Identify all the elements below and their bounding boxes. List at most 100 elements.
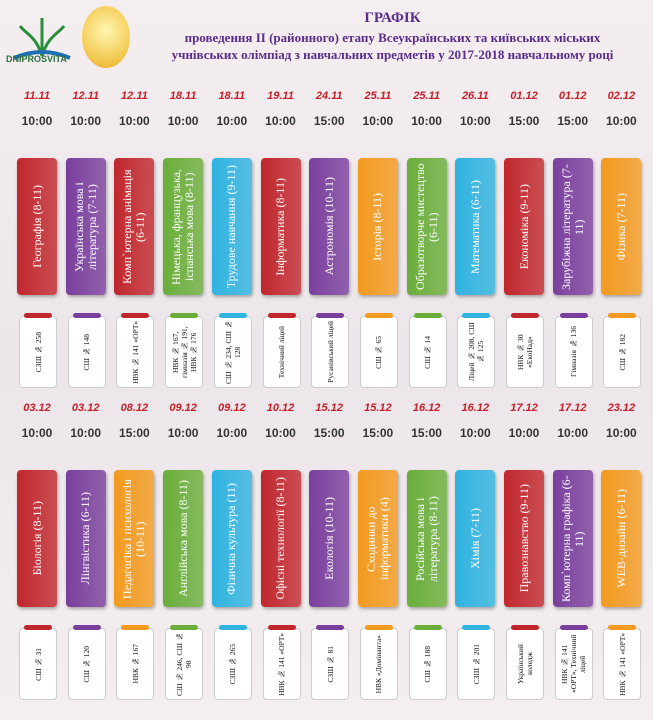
- date: 25.11: [413, 90, 440, 102]
- venue: СШ № 31: [33, 647, 43, 681]
- venue-box: НВК «Домінанта»: [359, 625, 398, 700]
- date: 15.12: [315, 402, 343, 414]
- date: 17.12: [510, 402, 538, 414]
- venue-box: НВК № 141 «ОРТ», Технічний ліцей: [554, 625, 593, 700]
- venue: СШ № 188: [423, 645, 433, 683]
- date: 26.11: [461, 90, 489, 102]
- time: 10:00: [21, 426, 53, 440]
- subject: Хімія (7-11): [467, 508, 482, 569]
- subject: Екологія (10-11): [321, 497, 336, 580]
- time: 10:00: [265, 426, 296, 440]
- date: 16.12: [412, 402, 441, 414]
- date: 08.12: [120, 402, 149, 414]
- date: 17.12: [558, 402, 587, 414]
- time: 10:00: [21, 114, 53, 128]
- time: 10:00: [167, 114, 199, 128]
- venue: СШ № 234, СШ № 128: [223, 320, 242, 384]
- subject-card: Комп`ютерна графіка (6-11): [552, 470, 593, 607]
- date: 01.12: [558, 90, 587, 102]
- venue: НВК № 30 «ЕкоНад»: [516, 334, 534, 370]
- date: 03.12: [71, 402, 100, 414]
- venue-tab: [364, 625, 393, 630]
- venue: Український коледж: [516, 644, 534, 684]
- title: ГРАФІК: [364, 10, 421, 26]
- time: 10:00: [459, 114, 491, 128]
- venue-tab: [170, 625, 199, 630]
- venue-box: СШ № 182: [603, 313, 642, 388]
- venue-tab: [511, 625, 539, 630]
- venue-tab: [218, 625, 247, 630]
- time: 10:00: [606, 426, 637, 440]
- subject-card: Фізична культура (11): [211, 470, 252, 607]
- venue-box: НВК № 30 «ЕкоНад»: [506, 313, 544, 388]
- date: 09.12: [218, 402, 246, 414]
- venue-box: СШ № 246, СШ № 98: [165, 625, 204, 700]
- venue: НВК № 141 «ОРТ», Технічний ліцей: [560, 634, 588, 694]
- subject: Українська мова і література (7-11): [71, 181, 99, 272]
- logo-text: DNIPROSVITA: [6, 54, 67, 64]
- venue-box: СШ № 65: [359, 313, 398, 388]
- venue-tab: [24, 313, 52, 318]
- subject: Лінгвістика (6-11): [78, 492, 93, 585]
- date: 03.12: [23, 402, 51, 414]
- subject: Географія (8-11): [29, 185, 44, 268]
- venue: Технічний ліцей: [277, 325, 286, 379]
- subject-card: Екологія (10-11): [309, 470, 350, 607]
- venue-tab: [608, 625, 637, 630]
- venue-tab: [170, 313, 199, 318]
- date: 11.11: [24, 90, 50, 102]
- subject: Німецька, французька, іспанська мова (8-…: [169, 168, 197, 285]
- subject: Фізика (7-11): [613, 192, 628, 261]
- venue: НВК № 141 «ОРТ»: [617, 632, 627, 696]
- time: 15:00: [508, 114, 540, 128]
- logo-icon: [13, 18, 71, 60]
- venue-box: НВК № 167, гімназія № 191, НВК № 176: [165, 313, 204, 388]
- venue: СШ № 120: [82, 645, 92, 683]
- date: 18.11: [218, 90, 246, 102]
- venue-box: СШ № 14: [408, 313, 447, 388]
- subtitle: учнівських олімпіад з навчальних предмет…: [171, 47, 614, 62]
- subject: Комп`ютерна графіка (6-11): [558, 475, 586, 602]
- date: 12.11: [121, 90, 148, 102]
- time: 10:00: [216, 426, 248, 440]
- subject-card: Біологія (8-11): [17, 470, 57, 607]
- subject-card: Зарубіжна література (7-11): [552, 158, 593, 295]
- venue-box: Технічний ліцей: [262, 313, 301, 388]
- time: 10:00: [557, 426, 589, 440]
- venue-tab: [559, 625, 588, 630]
- subject-card: Німецька, французька, іспанська мова (8-…: [163, 158, 204, 295]
- venue: НВК № 141 «ОРТ»: [130, 320, 140, 384]
- date: 15.12: [364, 402, 392, 414]
- subject: Офісні технології (8-11): [273, 477, 287, 600]
- venue: СШ № 65: [374, 335, 384, 369]
- venue-tab: [462, 625, 491, 630]
- time: 10:00: [216, 114, 248, 128]
- time: 10:00: [119, 114, 150, 128]
- venue-box: СЗШ № 258: [19, 313, 57, 388]
- date: 01.12: [510, 90, 538, 102]
- subject-card: Педагогіка і психологія (10-11): [114, 470, 155, 607]
- venue-tab: [121, 625, 150, 630]
- venue-tab: [121, 313, 150, 318]
- date: 16.12: [461, 402, 490, 414]
- subject-card: Офісні технології (8-11): [260, 470, 301, 607]
- subject: Правознавство (9-11): [516, 484, 531, 593]
- venue: НВК № 141 «ОРТ»: [277, 632, 286, 696]
- subject: Трудове навчання (9-11): [224, 164, 239, 289]
- subject-card: Українська мова і література (7-11): [65, 158, 106, 295]
- subject: Англійська мова (8-11): [175, 480, 190, 597]
- venue: Ліцей № 208, СШ № 125: [467, 322, 486, 382]
- time: 15:00: [313, 426, 345, 440]
- venue-box: СШ № 31: [19, 625, 57, 700]
- subject: Російська мова і література (8-11): [412, 495, 440, 582]
- venue-box: Ліцей № 208, СШ № 125: [457, 313, 496, 388]
- subject-card: Сходинки до інформатики (4): [357, 470, 398, 607]
- subject: Сходинки до інформатики (4): [363, 497, 391, 580]
- subject: Фізична культура (11): [224, 482, 239, 595]
- time: 10:00: [508, 426, 540, 440]
- date: 24.11: [315, 90, 343, 102]
- venue-tab: [24, 625, 52, 630]
- subject-card: Хімія (7-11): [455, 470, 496, 607]
- venue-tab: [267, 625, 296, 630]
- subject-card: Економіка (9-11): [504, 158, 544, 295]
